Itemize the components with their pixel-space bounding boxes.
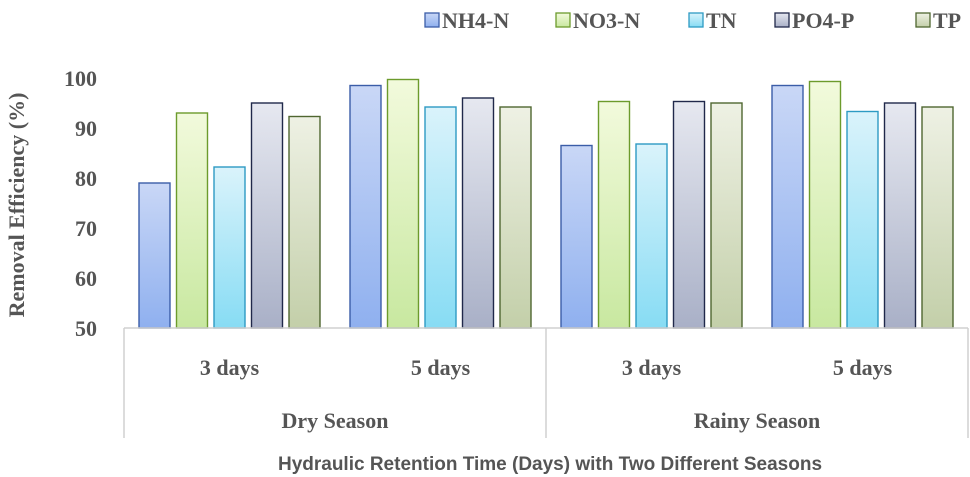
- bar-tp-2: [710, 102, 743, 329]
- x-group-label: Dry Season: [282, 408, 389, 433]
- bar-tn-1: [424, 106, 457, 329]
- x-tick-label: 3 days: [622, 355, 682, 380]
- bar-nh4-n-3: [771, 84, 804, 329]
- x-tick-label: 5 days: [411, 355, 471, 380]
- legend: NH4-N NO3-N TN PO4-P TP: [424, 8, 961, 33]
- y-tick-label: 70: [75, 216, 97, 241]
- bar-nh4-n-1: [349, 84, 382, 329]
- legend-swatch: [688, 12, 704, 28]
- y-axis-ticks: 50 60 70 80 90 100: [64, 66, 97, 341]
- x-axis-groups: Dry Season Rainy Season: [282, 408, 821, 433]
- y-tick-label: 90: [75, 116, 97, 141]
- bar-tn-0: [213, 166, 246, 329]
- y-axis-label: Removal Efficiency (%): [4, 93, 29, 318]
- bar-tn-3: [846, 110, 879, 329]
- bar-no3-n-1: [386, 78, 420, 329]
- y-tick-label: 100: [64, 66, 97, 91]
- bar-tp-1: [499, 106, 532, 329]
- bar-po4-p-0: [250, 102, 284, 329]
- bar-nh4-n-2: [560, 144, 593, 329]
- bar-tp-0: [288, 115, 321, 329]
- x-axis-label: Hydraulic Retention Time (Days) with Two…: [278, 454, 822, 475]
- y-tick-label: 50: [75, 316, 97, 341]
- bar-tp-3: [921, 106, 954, 329]
- bar-po4-p-3: [883, 102, 917, 329]
- legend-swatch: [424, 12, 440, 28]
- x-group-label: Rainy Season: [694, 408, 821, 433]
- legend-label: TN: [706, 8, 737, 33]
- x-tick-label: 3 days: [200, 355, 260, 380]
- legend-item: NO3-N: [555, 8, 640, 33]
- legend-swatch: [774, 12, 790, 28]
- x-tick-label: 5 days: [833, 355, 893, 380]
- legend-label: NH4-N: [442, 8, 509, 33]
- legend-item: TN: [688, 8, 737, 33]
- bar-nh4-n-0: [138, 182, 171, 329]
- x-axis: [123, 327, 969, 438]
- x-axis-categories: 3 days 5 days 3 days 5 days: [200, 355, 893, 380]
- bar-po4-p-2: [672, 100, 706, 329]
- bar-no3-n-0: [175, 112, 209, 329]
- legend-swatch: [915, 12, 931, 28]
- y-tick-label: 80: [75, 166, 97, 191]
- bar-no3-n-3: [808, 80, 842, 329]
- legend-label: NO3-N: [573, 8, 640, 33]
- bars: [138, 78, 954, 329]
- legend-item: NH4-N: [424, 8, 509, 33]
- bar-tn-2: [635, 143, 668, 329]
- legend-label: TP: [933, 8, 961, 33]
- legend-label: PO4-P: [792, 8, 854, 33]
- bar-no3-n-2: [597, 100, 631, 329]
- legend-swatch: [555, 12, 571, 28]
- bar-po4-p-1: [461, 97, 495, 329]
- y-tick-label: 60: [75, 266, 97, 291]
- legend-item: TP: [915, 8, 961, 33]
- legend-item: PO4-P: [774, 8, 854, 33]
